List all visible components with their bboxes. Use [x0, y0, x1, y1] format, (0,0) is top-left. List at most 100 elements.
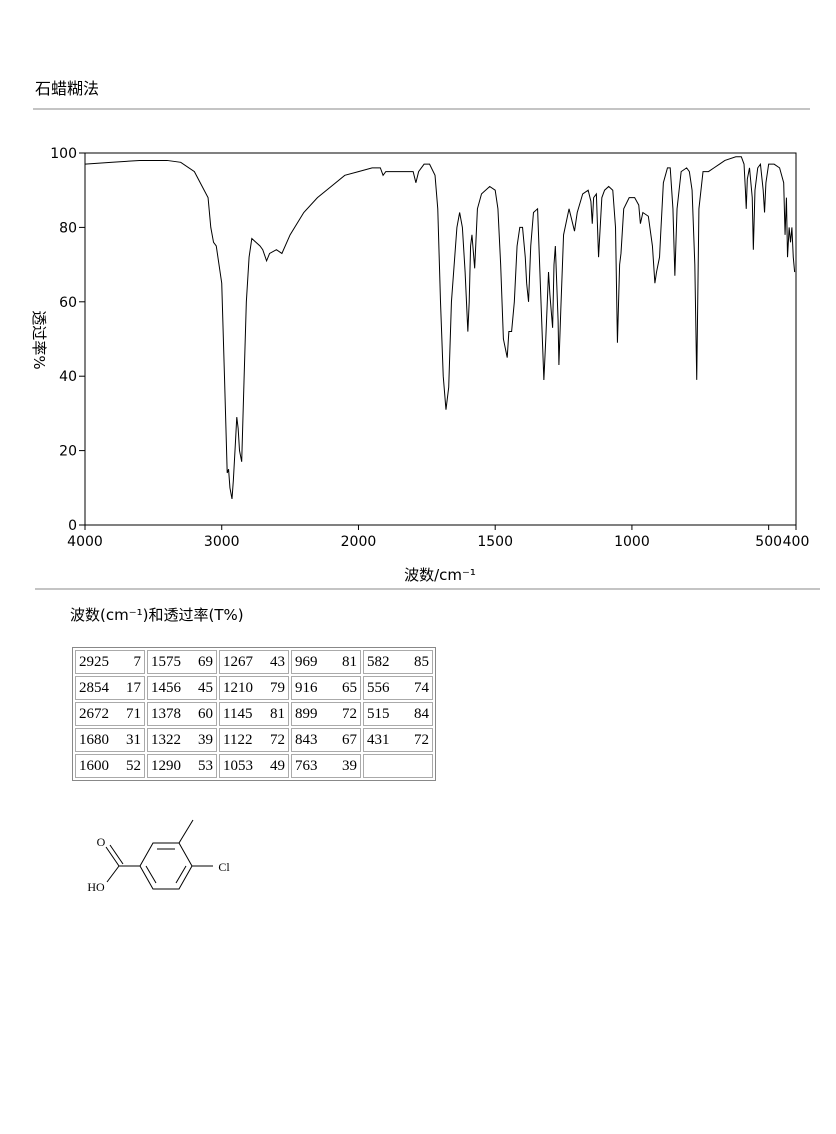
wavenumber: 843 [295, 731, 318, 748]
x-tick-label: 400 [783, 534, 810, 550]
atom-label: O [97, 835, 106, 849]
transmittance: 52 [126, 757, 141, 774]
wavenumber: 1378 [151, 705, 181, 722]
table-cell: 431 72 [363, 728, 433, 752]
peak-table: 2925 7 1575 69 1267 43 969 81 582 85 2854 17 1456 45 1… [72, 647, 436, 781]
y-tick-label: 40 [59, 369, 77, 385]
transmittance: 7 [133, 653, 142, 670]
table-row: 2925 7 1575 69 1267 43 969 81 582 85 [75, 650, 433, 674]
table-cell: 843 67 [291, 728, 361, 752]
wavenumber: 2925 [79, 653, 109, 670]
wavenumber: 916 [295, 679, 318, 696]
bond [145, 865, 157, 884]
y-tick-label: 80 [59, 220, 77, 236]
transmittance: 72 [342, 705, 357, 722]
table-cell: 2854 17 [75, 676, 145, 700]
wavenumber: 1322 [151, 731, 181, 748]
page-title: 石蜡糊法 [35, 79, 99, 98]
transmittance: 69 [198, 653, 213, 670]
table-cell: 1122 72 [219, 728, 289, 752]
transmittance: 17 [126, 679, 141, 696]
y-tick-label: 60 [59, 295, 77, 311]
table-cell: 916 65 [291, 676, 361, 700]
table-row: 2854 17 1456 45 1210 79 916 65 556 74 [75, 676, 433, 700]
transmittance: 85 [414, 653, 429, 670]
wavenumber: 1267 [223, 653, 253, 670]
wavenumber: 1456 [151, 679, 181, 696]
transmittance: 81 [270, 705, 285, 722]
wavenumber: 1145 [223, 705, 253, 722]
bond [178, 819, 194, 844]
transmittance: 45 [198, 679, 213, 696]
table-cell: 1053 49 [219, 754, 289, 778]
wavenumber: 2672 [79, 705, 109, 722]
x-tick-label: 1500 [477, 534, 513, 550]
atom-label: Cl [218, 860, 230, 874]
table-cell: 1267 43 [219, 650, 289, 674]
wavenumber: 1053 [223, 757, 253, 774]
table-cell: 969 81 [291, 650, 361, 674]
table-cell: 1290 53 [147, 754, 217, 778]
table-cell: 2925 7 [75, 650, 145, 674]
transmittance: 39 [198, 731, 213, 748]
wavenumber: 1575 [151, 653, 181, 670]
wavenumber: 2854 [79, 679, 109, 696]
wavenumber: 1680 [79, 731, 109, 748]
transmittance: 67 [342, 731, 357, 748]
wavenumber: 1210 [223, 679, 253, 696]
wavenumber: 899 [295, 705, 318, 722]
transmittance: 65 [342, 679, 357, 696]
table-cell: 1456 45 [147, 676, 217, 700]
wavenumber: 556 [367, 679, 390, 696]
wavenumber: 1122 [223, 731, 253, 748]
atom-label: HO [87, 880, 105, 894]
transmittance: 60 [198, 705, 213, 722]
transmittance: 79 [270, 679, 285, 696]
x-tick-label: 2000 [341, 534, 377, 550]
ring [139, 842, 193, 890]
table-cell: 1680 31 [75, 728, 145, 752]
x-tick-label: 3000 [204, 534, 240, 550]
x-axis-label: 波数/cm⁻¹ [404, 566, 476, 584]
table-cell: 1378 60 [147, 702, 217, 726]
plot-frame [84, 152, 797, 526]
table-cell: 2672 71 [75, 702, 145, 726]
wavenumber: 431 [367, 731, 390, 748]
table-cell: 1145 81 [219, 702, 289, 726]
table-cell: 1600 52 [75, 754, 145, 778]
transmittance: 39 [342, 757, 357, 774]
bond [109, 844, 124, 865]
transmittance: 49 [270, 757, 285, 774]
y-tick-label: 100 [50, 146, 77, 162]
transmittance: 81 [342, 653, 357, 670]
transmittance: 84 [414, 705, 429, 722]
table-cell: 1210 79 [219, 676, 289, 700]
transmittance: 43 [270, 653, 285, 670]
x-tick-label: 4000 [67, 534, 103, 550]
table-cell: 556 74 [363, 676, 433, 700]
wavenumber: 1290 [151, 757, 181, 774]
transmittance: 71 [126, 705, 141, 722]
wavenumber: 763 [295, 757, 318, 774]
transmittance: 31 [126, 731, 141, 748]
x-tick-label: 1000 [614, 534, 650, 550]
spectrum-line [84, 156, 796, 500]
table-cell: 763 39 [291, 754, 361, 778]
wavenumber: 1600 [79, 757, 109, 774]
table-row: 1600 52 1290 53 1053 49 763 39 [75, 754, 433, 778]
table-cell: 899 72 [291, 702, 361, 726]
y-tick-label: 0 [68, 518, 77, 534]
table-cell: 515 84 [363, 702, 433, 726]
transmittance: 74 [414, 679, 429, 696]
wavenumber: 582 [367, 653, 390, 670]
bond [105, 846, 120, 867]
transmittance: 72 [414, 731, 429, 748]
table-cell: 1575 69 [147, 650, 217, 674]
wavenumber: 515 [367, 705, 390, 722]
table-cell: 582 85 [363, 650, 433, 674]
table-cell: 1322 39 [147, 728, 217, 752]
x-tick-label: 500 [755, 534, 782, 550]
table-row: 1680 31 1322 39 1122 72 843 67 431 72 [75, 728, 433, 752]
